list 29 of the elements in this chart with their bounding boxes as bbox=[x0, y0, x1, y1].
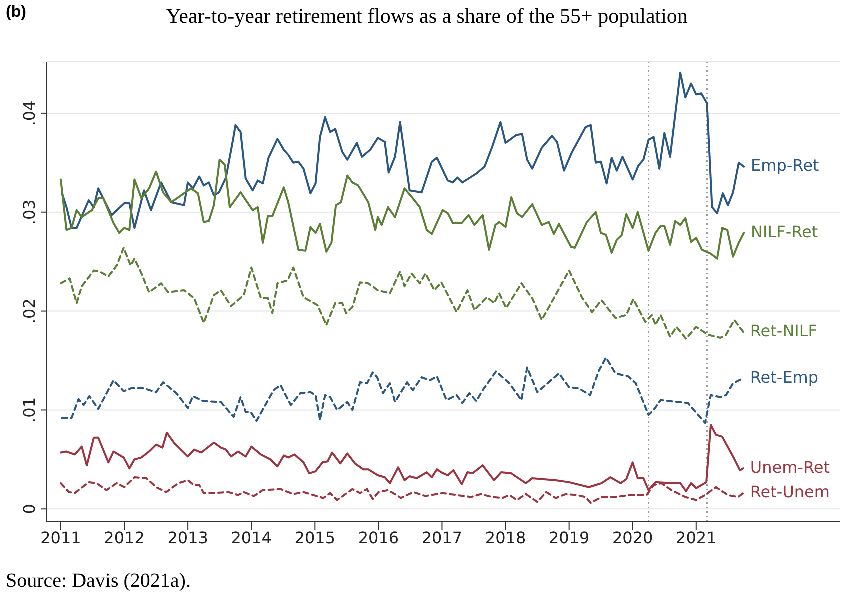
x-tick-label: 2015 bbox=[294, 528, 336, 548]
series-label: Ret-NILF bbox=[750, 321, 818, 340]
y-tick-label: .03 bbox=[20, 200, 39, 226]
line-series bbox=[61, 356, 744, 424]
x-tick-label: 2021 bbox=[676, 528, 717, 548]
y-tick-label: .01 bbox=[20, 397, 39, 423]
series-label: Ret-Unem bbox=[750, 482, 830, 502]
source-note: Source: Davis (2021a). bbox=[6, 570, 191, 593]
x-tick-label: 2014 bbox=[231, 528, 272, 548]
series-label: Emp-Ret bbox=[751, 156, 820, 176]
series-label: Ret-Emp bbox=[750, 368, 819, 387]
series-label: NILF-Ret bbox=[751, 222, 818, 242]
x-tick-label: 2011 bbox=[40, 528, 82, 548]
text: (b) bbox=[6, 4, 26, 22]
y-tick-label: 0 bbox=[20, 504, 39, 514]
x-tick-label: 2020 bbox=[612, 528, 654, 548]
x-tick-label: 2018 bbox=[485, 528, 526, 548]
y-tick-label: .04 bbox=[20, 100, 39, 126]
line-series bbox=[60, 158, 746, 260]
x-tick-label: 2019 bbox=[548, 528, 590, 548]
chart-title: Year-to-year retirement flows as a share of the 55+ population bbox=[166, 4, 688, 28]
line-series bbox=[60, 246, 744, 340]
x-tick-label: 2012 bbox=[104, 528, 145, 548]
x-tick-label: 2016 bbox=[358, 528, 400, 548]
x-tick-label: 2017 bbox=[422, 528, 463, 548]
x-tick-label: 2013 bbox=[168, 528, 208, 548]
y-tick-label: .02 bbox=[20, 298, 39, 324]
series-label: Unem-Ret bbox=[750, 458, 830, 477]
line-series bbox=[61, 72, 746, 230]
